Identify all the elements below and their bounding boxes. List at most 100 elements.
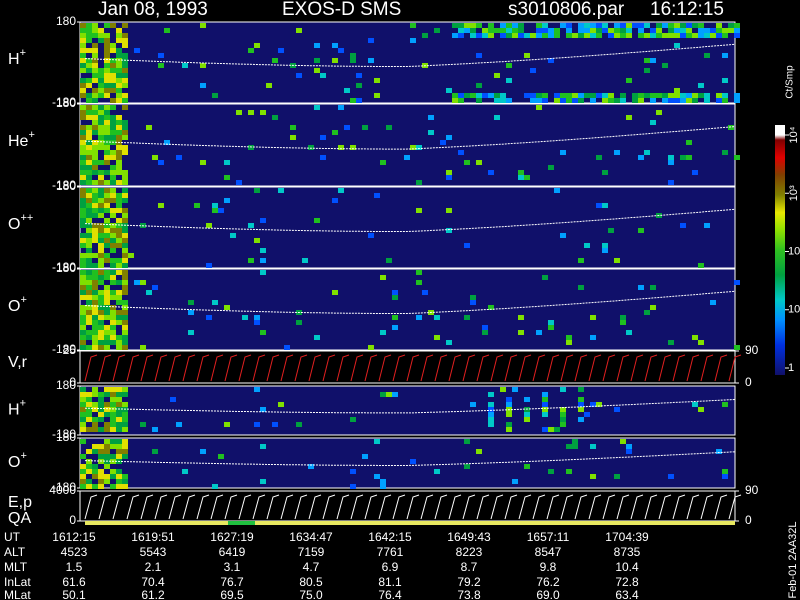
spectrogram-cell [230, 233, 236, 238]
spectrogram-cell [110, 325, 116, 330]
spectrogram-cell [488, 422, 494, 427]
spectrogram-cell [176, 155, 182, 160]
spectrogram-cell [314, 335, 320, 340]
spectrogram-cell [86, 203, 92, 208]
panel-label-text: O [8, 216, 20, 233]
spectrogram-cell [506, 78, 512, 83]
spectrogram-cell [80, 213, 86, 218]
spectrogram-cell [602, 98, 608, 103]
spectrogram-cell [104, 444, 110, 449]
spectrogram-cell [548, 33, 554, 38]
spectrogram-cell [212, 484, 218, 489]
spectrogram-cell [98, 160, 104, 165]
spectrogram-cell [356, 73, 362, 78]
spectrogram-cell [104, 335, 110, 340]
spectrogram-cell [248, 110, 254, 115]
spectrogram-cell [80, 407, 86, 412]
spectrogram-cell [260, 330, 266, 335]
spectrogram-cell [116, 130, 122, 135]
spectrogram-cell [254, 238, 260, 243]
spectrogram-cell [344, 88, 350, 93]
spectrogram-cell [80, 335, 86, 340]
spectrogram-cell [560, 417, 566, 422]
spectrogram-cell [260, 248, 266, 253]
spectrogram-cell [92, 427, 98, 432]
spectrogram-cell [104, 479, 110, 484]
spectrogram-cell [122, 83, 128, 88]
spectrogram-cell [368, 345, 374, 350]
spectrogram-cell [104, 160, 110, 165]
pitch-angle-trace [84, 43, 736, 67]
spectrogram-cell [98, 110, 104, 115]
spectrogram-cell [566, 335, 572, 340]
spectrogram-cell [80, 63, 86, 68]
spectrogram-cell [308, 145, 314, 150]
spectrogram-cell [476, 23, 482, 28]
y-tick-label: 180 [56, 179, 76, 193]
spectrogram-cell [572, 33, 578, 38]
spectrogram-cell [80, 53, 86, 58]
spectrogram-cell [554, 93, 560, 98]
spectrogram-cell [614, 98, 620, 103]
colorbar-tick-label: 10⁴ [788, 126, 800, 143]
row-value: 8547 [535, 545, 562, 559]
spectrogram-cell [110, 135, 116, 140]
spectrogram-cell [152, 449, 158, 454]
spectrogram-cell [110, 248, 116, 253]
spectrogram-cell [350, 484, 356, 489]
spectrogram-cell [116, 422, 122, 427]
spectrogram-cell [674, 33, 680, 38]
spectrogram-cell [578, 28, 584, 33]
spectrogram-cell [92, 105, 98, 110]
spectrogram-cell [110, 469, 116, 474]
spectrogram-cell [86, 427, 92, 432]
spectrogram-cell [92, 305, 98, 310]
spectrogram-cell [122, 275, 128, 280]
spectrogram-cell [440, 140, 446, 145]
spectrogram-cell [464, 160, 470, 165]
spectrogram-cell [506, 33, 512, 38]
spectrogram-cell [482, 93, 488, 98]
spectrogram-cell [446, 228, 452, 233]
spectrogram-cell [614, 150, 620, 155]
spectrogram-cell [116, 310, 122, 315]
spectrogram-cell [560, 150, 566, 155]
spectrogram-cell [80, 392, 86, 397]
spectrogram-cell [662, 23, 668, 28]
spectrogram-cell [104, 474, 110, 479]
spectrogram-cell [92, 33, 98, 38]
spectrogram-cell [218, 454, 224, 459]
spectrogram-cell [452, 93, 458, 98]
spectrogram-cell [446, 88, 452, 93]
spectrogram-cell [476, 449, 482, 454]
sweep-trace [84, 494, 742, 520]
spectrogram-cell [566, 28, 572, 33]
spectrogram-cell [506, 412, 512, 417]
spectrogram-cell [116, 63, 122, 68]
spectrogram-cell [386, 392, 392, 397]
spectrogram-cell [80, 397, 86, 402]
spectrogram-cell [92, 208, 98, 213]
spectrogram-cell [362, 454, 368, 459]
spectrogram-cell [92, 140, 98, 145]
spectrogram-cell [626, 444, 632, 449]
spectrogram-cell [122, 387, 128, 392]
spectrogram-cell [116, 98, 122, 103]
spectrogram-cell [122, 454, 128, 459]
spectrogram-cell [98, 135, 104, 140]
spectrogram-cell [494, 73, 500, 78]
spectrogram-cell [602, 203, 608, 208]
spectrogram-cell [416, 270, 422, 275]
spectrogram-cell [98, 243, 104, 248]
spectrogram-cell [482, 330, 488, 335]
spectrogram-cell [458, 33, 464, 38]
spectrogram-cell [80, 38, 86, 43]
spectrogram-cell [650, 28, 656, 33]
spectrogram-cell [566, 33, 572, 38]
spectrogram-cell [122, 218, 128, 223]
spectrogram-cell [632, 23, 638, 28]
spectrogram-cell [104, 305, 110, 310]
spectrogram-cell [590, 28, 596, 33]
spectrogram-cell [254, 422, 260, 427]
spectrogram-cell [320, 73, 326, 78]
